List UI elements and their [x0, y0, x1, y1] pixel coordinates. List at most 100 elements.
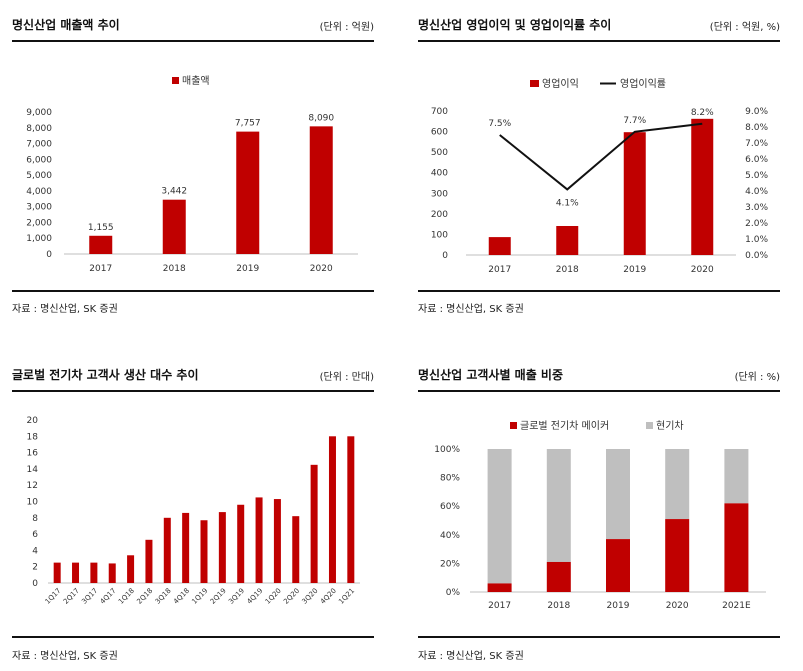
legend-label: 영업이익 [542, 77, 579, 90]
bar-segment [665, 449, 690, 520]
bar [309, 126, 333, 254]
y2-tick-label: 5.0% [745, 171, 768, 181]
y2-tick-label: 1.0% [745, 235, 768, 245]
title-rule [12, 40, 374, 42]
bar [556, 225, 579, 255]
y-tick-label: 100 [431, 230, 448, 240]
y-tick-label: 0 [442, 251, 448, 261]
customer-mix-stacked-chart: 0% 20% 40% 60% 80% 100% 글로벌 전기차 메이커 현기차 2017 2018… [434, 420, 766, 611]
source-rule [418, 290, 780, 292]
y-tick-label: 300 [431, 189, 448, 199]
bar-segment [546, 561, 571, 592]
bar-segment [724, 449, 749, 504]
bar [53, 562, 61, 583]
title-rule [418, 390, 780, 392]
y-tick-label: 600 [431, 128, 448, 138]
y2-tick-label: 3.0% [745, 203, 768, 213]
bar [488, 237, 511, 255]
bar [310, 464, 318, 583]
bar-segment [487, 583, 512, 592]
y-tick-label: 20% [440, 559, 460, 569]
x-tick-label: 1Q19 [190, 587, 209, 606]
y2-tick-label: 8.0% [745, 123, 768, 133]
legend-label: 매출액 [182, 75, 210, 87]
op-income-combo-chart: 0 100 200 300 400 500 600 700 0.0% 1.0% 2.0% 3.0% 4.… [431, 77, 769, 275]
customer-mix-chart-panel: 명신산업 고객사별 매출 비중 (단위 : %) 0% 20% 40% 60% 80% 1… [418, 360, 780, 665]
y-tick-label: 20 [27, 416, 39, 426]
x-tick-label: 3Q19 [227, 587, 246, 606]
bar [200, 520, 208, 583]
chart-unit: (단위 : %) [734, 372, 780, 383]
x-tick-label: 4Q18 [172, 587, 191, 606]
y-tick-label: 18 [27, 432, 39, 442]
bar [89, 235, 113, 254]
x-tick-label: 2018 [556, 265, 579, 275]
y-tick-label: 16 [27, 449, 39, 459]
chart-unit: (단위 : 억원, %) [709, 22, 780, 33]
x-tick-label: 2017 [488, 601, 511, 611]
legend-swatch [646, 422, 653, 429]
y2-tick-label: 2.0% [745, 219, 768, 229]
bar-segment [606, 449, 630, 540]
x-tick-label: 4Q17 [99, 587, 118, 606]
y-tick-label: 12 [27, 481, 38, 491]
chart-unit: (단위 : 만대) [319, 372, 374, 383]
data-label: 3,442 [161, 187, 187, 197]
bar [72, 562, 80, 583]
bar [90, 562, 98, 583]
data-label: 7,757 [235, 119, 261, 129]
x-tick-label: 2Q18 [135, 587, 154, 606]
y-tick-label: 10 [27, 498, 39, 508]
x-tick-label: 2020 [691, 265, 714, 275]
bar [255, 497, 263, 583]
chart-title: 명신산업 고객사별 매출 비중 [418, 368, 564, 382]
title-rule [418, 40, 780, 42]
y2-tick-label: 7.0% [745, 139, 768, 149]
bar-segment [546, 449, 571, 562]
source-rule [12, 290, 374, 292]
x-tick-label: 1Q18 [117, 587, 136, 606]
y2-tick-label: 0.0% [745, 251, 768, 261]
bar [182, 512, 190, 583]
y2-tick-label: 9.0% [745, 107, 768, 117]
x-tick-label: 2021E [722, 601, 751, 611]
title-rule [12, 390, 374, 392]
bar [273, 499, 281, 583]
y-tick-label: 200 [431, 210, 448, 220]
bar [237, 504, 245, 583]
legend-label: 영업이익률 [620, 77, 666, 90]
y-tick-label: 40% [440, 531, 460, 541]
x-tick-label: 2Q20 [282, 587, 301, 606]
source-note: 자료 : 명신산업, SK 증권 [12, 304, 118, 315]
x-tick-label: 2Q19 [209, 587, 228, 606]
bar-segment [487, 449, 512, 584]
x-tick-label: 3Q20 [301, 587, 320, 606]
y2-tick-label: 6.0% [745, 155, 768, 165]
source-note: 자료 : 명신산업, SK 증권 [12, 651, 118, 662]
bar-segment [724, 503, 749, 592]
bar [691, 118, 714, 256]
line-data-label: 7.5% [488, 119, 511, 129]
x-tick-label: 4Q20 [319, 587, 338, 606]
y-tick-label: 4,000 [26, 187, 52, 197]
margin-line [499, 122, 703, 191]
legend-swatch [510, 422, 517, 429]
x-tick-label: 2020 [666, 601, 689, 611]
x-tick-label: 2019 [236, 264, 259, 274]
y-tick-label: 9,000 [26, 108, 52, 118]
y-tick-label: 2 [32, 563, 38, 573]
x-tick-label: 2017 [89, 264, 112, 274]
line-data-label: 4.1% [556, 198, 579, 208]
y-tick-label: 6 [32, 530, 38, 540]
y-tick-label: 0% [446, 588, 461, 598]
y-tick-label: 700 [431, 107, 448, 117]
legend-label: 현기차 [656, 420, 684, 432]
legend-label: 글로벌 전기차 메이커 [520, 420, 609, 432]
y-tick-label: 8,000 [26, 124, 52, 134]
x-tick-label: 2018 [163, 264, 186, 274]
x-tick-label: 2017 [488, 265, 511, 275]
bar [218, 512, 226, 583]
data-label: 1,155 [88, 223, 114, 233]
chart-title: 명신산업 매출액 추이 [12, 18, 120, 32]
